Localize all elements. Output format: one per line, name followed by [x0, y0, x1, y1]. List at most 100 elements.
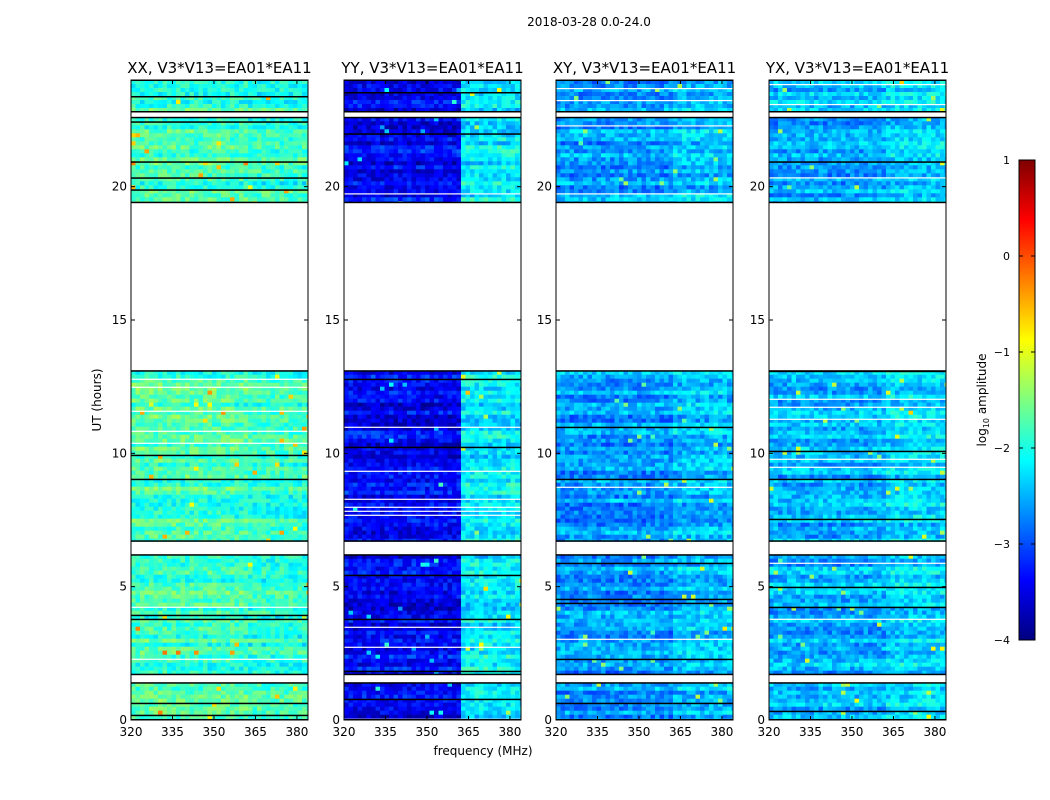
- panel-1-cell-3025: [185, 511, 190, 515]
- panel-1-cell-160: [131, 699, 136, 703]
- panel-1-cell-818: [203, 595, 208, 599]
- panel-1-cell-194: [284, 699, 289, 703]
- panel-1-xtick-label-4: 380: [285, 725, 308, 739]
- panel-1-cell-2431: [221, 451, 226, 455]
- panel-2-cell-64: [452, 687, 457, 691]
- panel-1-cell-4291: [284, 84, 289, 88]
- panel-1-cell-4318: [226, 88, 231, 92]
- panel-1-cell-2101: [185, 419, 190, 423]
- panel-1-cell-711: [262, 583, 267, 587]
- panel-1-cell-4135: [302, 193, 307, 197]
- panel-1-cell-470: [257, 559, 262, 563]
- panel-1-cell-1535: [172, 667, 177, 671]
- panel-1-cell-3241: [257, 531, 262, 535]
- panel-1-cell-2056: [163, 415, 168, 419]
- panel-1-cell-4333: [293, 88, 298, 92]
- panel-1-cell-736: [194, 587, 199, 591]
- panel-1-cell-146: [248, 695, 253, 699]
- panel-2-cell-304: [448, 711, 453, 715]
- panel-1-cell-4173: [293, 197, 298, 201]
- panel-1-cell-117: [298, 691, 303, 695]
- panel-1-cell-2299: [172, 439, 177, 443]
- panel-1-cell-3452: [302, 125, 307, 129]
- panel-1-cell-1181: [203, 631, 208, 635]
- panel-1-cell-1928: [131, 403, 136, 407]
- panel-1-cell-4162: [244, 197, 249, 201]
- panel-1-cell-1732: [154, 383, 159, 387]
- panel-1-cell-1120: [289, 623, 294, 627]
- panel-1-cell-3859: [149, 169, 154, 173]
- panel-2-cell-45: [367, 687, 372, 691]
- panel-1-cell-3056: [145, 515, 150, 519]
- panel-1-cell-4338: [136, 92, 141, 96]
- panel-1-cell-4138: [136, 197, 141, 201]
- panel-1-cell-2689: [298, 475, 303, 479]
- panel-1-cell-3901: [158, 173, 163, 177]
- panel-1-cell-3290: [298, 535, 303, 539]
- panel-1-cell-4048: [275, 185, 280, 189]
- panel-1-cell-1253: [167, 639, 172, 643]
- panel-1-cell-851: [172, 599, 177, 603]
- panel-1-cell-2775: [140, 487, 145, 491]
- panel-1-cell-1148: [235, 627, 240, 631]
- panel-1-cell-3830: [199, 165, 204, 169]
- panel-1-cell-2582: [176, 467, 181, 471]
- panel-1-cell-3826: [181, 165, 186, 169]
- panel-1-cell-4430: [185, 100, 190, 104]
- panel-1-cell-4348: [181, 92, 186, 96]
- panel-1-cell-3679: [244, 149, 249, 153]
- panel-2-cell-251: [389, 707, 394, 711]
- panel-2-cell-268: [466, 707, 471, 711]
- panel-1-cell-1305: [221, 643, 226, 647]
- panel-1-cell-1730: [145, 383, 150, 387]
- panel-1-cell-612: [176, 575, 181, 579]
- panel-1-cell-1763: [293, 383, 298, 387]
- panel-1-cell-1824: [203, 391, 208, 395]
- panel-1-cell-2198: [262, 427, 267, 431]
- panel-1-cell-2254: [149, 435, 154, 439]
- panel-1-cell-245: [149, 707, 154, 711]
- panel-1-cell-540: [212, 567, 217, 571]
- panel-1-cell-1904: [203, 399, 208, 403]
- panel-1-cell-3454: [131, 129, 136, 133]
- panel-1-cell-1925: [298, 399, 303, 403]
- panel-2-cell-46: [371, 687, 376, 691]
- panel-1-cell-4365: [257, 92, 262, 96]
- panel-1-cell-459: [208, 559, 213, 563]
- panel-1-cell-3999: [235, 181, 240, 185]
- panel-1-cell-3719: [244, 153, 249, 157]
- panel-1-cell-882: [131, 603, 136, 607]
- panel-1-cell-1850: [140, 395, 145, 399]
- panel-1-cell-2675: [235, 475, 240, 479]
- panel-1-cell-3611: [298, 141, 303, 145]
- panel-1-cell-3100: [163, 519, 168, 523]
- panel-1-cell-728: [158, 587, 163, 591]
- panel-1-cell-994: [271, 611, 276, 615]
- panel-1-cell-1216: [181, 635, 186, 639]
- panel-1-cell-3741: [163, 157, 168, 161]
- panel-1-cell-1209: [149, 635, 154, 639]
- panel-1-cell-473: [271, 559, 276, 563]
- panel-1-cell-4466: [167, 104, 172, 108]
- panel-1-cell-2549: [208, 463, 213, 467]
- panel-1-cell-3726: [275, 153, 280, 157]
- panel-1-edge-240: [131, 703, 308, 705]
- panel-1-cell-184: [239, 699, 244, 703]
- panel-1-cell-289: [167, 711, 172, 715]
- panel-1-cell-294: [190, 711, 195, 715]
- panel-1-cell-2137: [167, 423, 172, 427]
- panel-1-cell-2974: [136, 507, 141, 511]
- panel-1-cell-3264: [181, 535, 186, 539]
- panel-1-cell-628: [248, 575, 253, 579]
- panel-1-cell-845: [145, 599, 150, 603]
- panel-1-cell-768: [158, 591, 163, 595]
- panel-1-cell-1366: [136, 651, 141, 655]
- panel-1-cell-3107: [194, 519, 199, 523]
- panel-1-cell-1670: [239, 375, 244, 379]
- panel-1-cell-3202: [262, 527, 267, 531]
- panel-1-cell-2547: [199, 463, 204, 467]
- panel-1-cell-2998: [244, 507, 249, 511]
- panel-1-cell-1743: [203, 383, 208, 387]
- panel-1-cell-2124: [289, 419, 294, 423]
- panel-2-cell-86: [371, 691, 376, 695]
